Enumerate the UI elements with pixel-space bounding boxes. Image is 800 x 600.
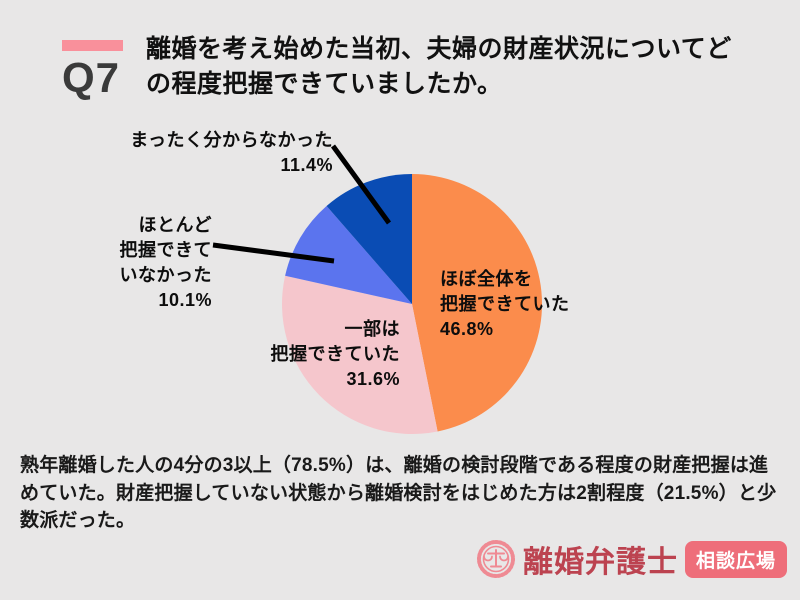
- accent-bar: [62, 40, 123, 51]
- pie-slice-2: [285, 206, 412, 304]
- question-title-line2: の程度把握できていましたか。: [146, 70, 503, 98]
- site-logo: 離婚弁護士 相談広場: [476, 537, 787, 581]
- pie-slice-0: [412, 174, 543, 432]
- question-title-line1: 離婚を考え始めた当初、夫婦の財産状況についてど: [146, 35, 732, 63]
- summary-text: 熟年離婚した人の4分の3以上（78.5%）は、離婚の検討段階である程度の財産把握…: [20, 455, 777, 531]
- pie-label-none: まったく分からなかった 11.4%: [130, 130, 333, 175]
- scales-emblem-icon: [476, 540, 515, 578]
- pie-slice-1: [281, 275, 438, 435]
- question-number: Q7: [62, 54, 121, 101]
- brand-name: 離婚弁護士: [522, 546, 678, 579]
- pie-label-little: ほとんど 把握できて いなかった 10.1%: [119, 215, 212, 310]
- pie-label-full: ほぼ全体を 把握できていた 46.8%: [440, 269, 570, 339]
- brand-badge: 相談広場: [684, 540, 787, 578]
- pie-label-partial: 一部は 把握できていた 31.6%: [270, 319, 400, 389]
- question-title: 離婚を考え始めた当初、夫婦の財産状況についてど の程度把握できていましたか。: [146, 32, 732, 102]
- question-number-block: Q7: [62, 40, 123, 99]
